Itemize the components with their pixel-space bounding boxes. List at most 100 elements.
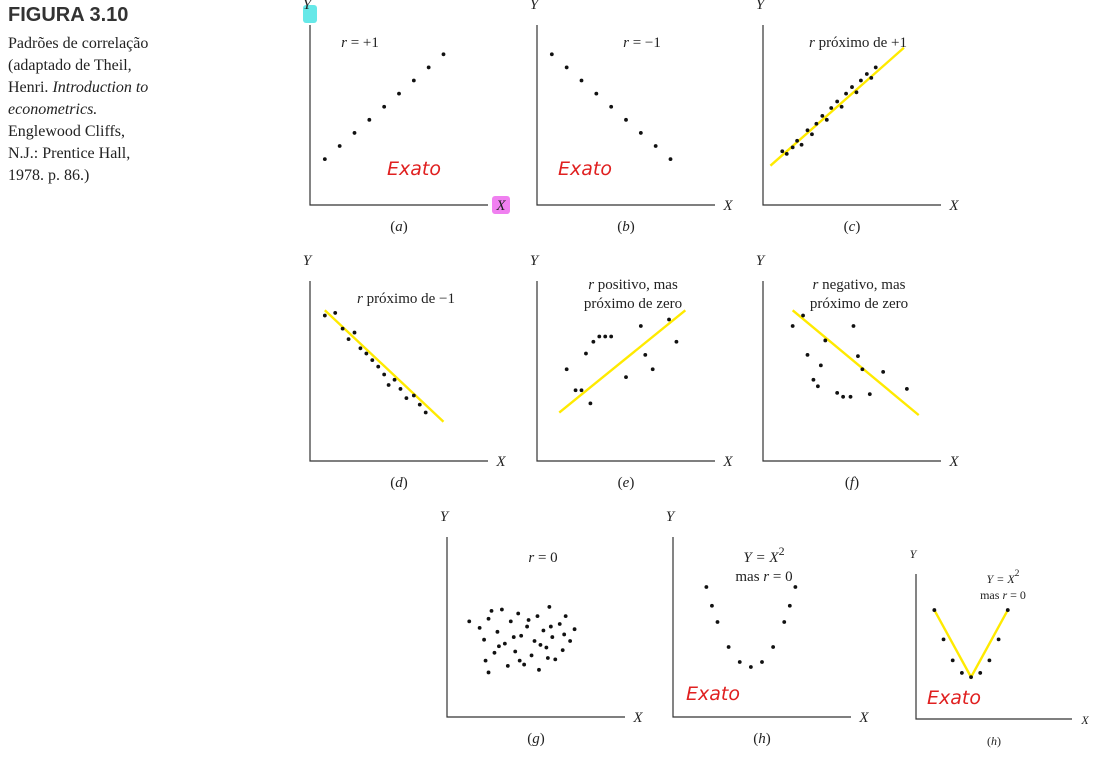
data-point-g-30 xyxy=(572,627,577,632)
panel-title-h-1: mas r = 0 xyxy=(735,569,792,585)
data-point-g-21 xyxy=(541,628,546,633)
panel-title-d-0: r próximo de −1 xyxy=(357,291,455,307)
caption-book-title-2: econometrics. xyxy=(8,101,98,118)
data-point-h-2 xyxy=(715,620,720,624)
data-point-f-4 xyxy=(815,384,820,389)
data-point-h-0 xyxy=(704,585,709,589)
panel-h2: Y X (h) Y = X2 mas r = 0 Exato xyxy=(910,547,1090,748)
data-point-e-14 xyxy=(674,339,679,344)
data-point-e-6 xyxy=(597,334,602,339)
data-point-f-7 xyxy=(835,390,840,395)
data-point-g-14 xyxy=(519,633,524,638)
data-point-f-14 xyxy=(881,369,886,374)
data-point-b-6 xyxy=(638,131,643,135)
fit-line-d xyxy=(324,309,445,423)
panel-a: Y X (a) r = +1 Exato xyxy=(303,0,510,235)
x-axis-label-f: X xyxy=(948,454,959,470)
data-point-f-5 xyxy=(818,363,823,368)
data-point-g-25 xyxy=(553,657,558,662)
data-point-d-5 xyxy=(358,346,363,351)
data-point-g-1 xyxy=(477,625,482,630)
data-point-f-6 xyxy=(823,338,828,343)
data-point-f-15 xyxy=(904,387,909,391)
data-point-g-12 xyxy=(513,649,518,654)
data-point-h2-7 xyxy=(996,637,1001,642)
panel-sublabel-b: (b) xyxy=(617,219,635,235)
panel-h: Y X (h) Y = X2 mas r = 0 Exato xyxy=(666,509,870,747)
panel-title-h2-0: Y = X2 xyxy=(987,568,1020,586)
annotation-b: Exato xyxy=(558,158,612,180)
panel-title-c-0: r próximo de +1 xyxy=(809,35,907,51)
axes-b xyxy=(536,25,715,206)
data-point-e-4 xyxy=(588,401,593,406)
axes-a xyxy=(309,25,488,206)
data-point-c-6 xyxy=(810,132,814,137)
data-point-g-9 xyxy=(502,641,507,646)
data-point-d-10 xyxy=(386,383,391,387)
data-point-c-18 xyxy=(869,75,874,80)
axes-c xyxy=(762,25,941,206)
data-point-h-8 xyxy=(782,620,787,624)
data-point-d-8 xyxy=(376,364,381,369)
data-point-d-4 xyxy=(352,330,357,335)
data-point-c-9 xyxy=(824,117,829,122)
panel-title-a-0: r = +1 xyxy=(341,35,379,51)
axes-f xyxy=(762,281,941,462)
panel-sublabel-f: (f) xyxy=(845,475,859,491)
x-axis-label-b: X xyxy=(722,198,733,214)
axes-h2 xyxy=(915,574,1072,720)
data-point-e-5 xyxy=(591,339,596,344)
panel-sublabel-d: (d) xyxy=(390,475,408,491)
panel-title-e-1: próximo de zero xyxy=(584,296,682,312)
data-point-h2-3 xyxy=(959,671,964,675)
data-point-f-9 xyxy=(848,394,853,399)
data-point-e-8 xyxy=(609,334,614,339)
data-point-c-8 xyxy=(820,113,825,118)
y-axis-label-d: Y xyxy=(303,253,313,269)
axes-d xyxy=(309,281,488,462)
fit-line-f xyxy=(791,309,920,417)
data-point-g-29 xyxy=(568,639,573,643)
data-point-b-8 xyxy=(668,157,673,162)
y-axis-label-a: Y xyxy=(303,0,313,13)
x-axis-label-d: X xyxy=(495,454,506,470)
data-point-e-3 xyxy=(584,351,588,356)
data-point-e-9 xyxy=(624,375,628,380)
data-point-b-3 xyxy=(594,91,599,96)
panel-title-f-1: próximo de zero xyxy=(810,296,908,312)
data-point-f-1 xyxy=(801,313,805,318)
x-axis-highlight xyxy=(492,196,510,214)
data-point-d-13 xyxy=(404,396,409,401)
data-point-b-0 xyxy=(549,52,554,57)
panel-f: Y X (f) r negativo, mas próximo de zero xyxy=(756,253,960,491)
annotation-h2: Exato xyxy=(927,687,981,709)
y-axis-label-c: Y xyxy=(756,0,766,13)
data-point-g-10 xyxy=(505,663,510,668)
data-point-g-13 xyxy=(516,611,521,616)
data-point-h2-1 xyxy=(941,637,946,642)
data-point-g-20 xyxy=(537,667,541,672)
data-point-c-17 xyxy=(864,72,869,76)
data-point-c-15 xyxy=(854,90,859,95)
data-point-d-16 xyxy=(423,410,428,415)
annotation-h: Exato xyxy=(686,683,740,705)
data-point-h-9 xyxy=(787,603,792,608)
data-point-g-8 xyxy=(499,607,504,612)
data-point-c-11 xyxy=(835,99,840,104)
annotation-a: Exato xyxy=(387,158,441,180)
panel-g: Y X (g) r = 0 xyxy=(440,509,644,747)
y-axis-label-g: Y xyxy=(440,509,450,525)
caption-line-1: Padrões de correlação xyxy=(8,35,149,52)
data-point-f-8 xyxy=(841,394,845,399)
y-axis-label-e: Y xyxy=(530,253,540,269)
panel-sublabel-h2: (h) xyxy=(987,734,1001,748)
panel-title-g-0: r = 0 xyxy=(528,550,557,566)
data-point-g-36 xyxy=(548,624,553,629)
data-point-b-1 xyxy=(564,65,569,70)
data-point-h2-6 xyxy=(987,658,992,663)
data-point-g-23 xyxy=(547,605,552,609)
data-point-a-3 xyxy=(367,117,372,122)
panel-sublabel-e: (e) xyxy=(618,475,635,491)
data-point-h2-8 xyxy=(1005,608,1010,612)
